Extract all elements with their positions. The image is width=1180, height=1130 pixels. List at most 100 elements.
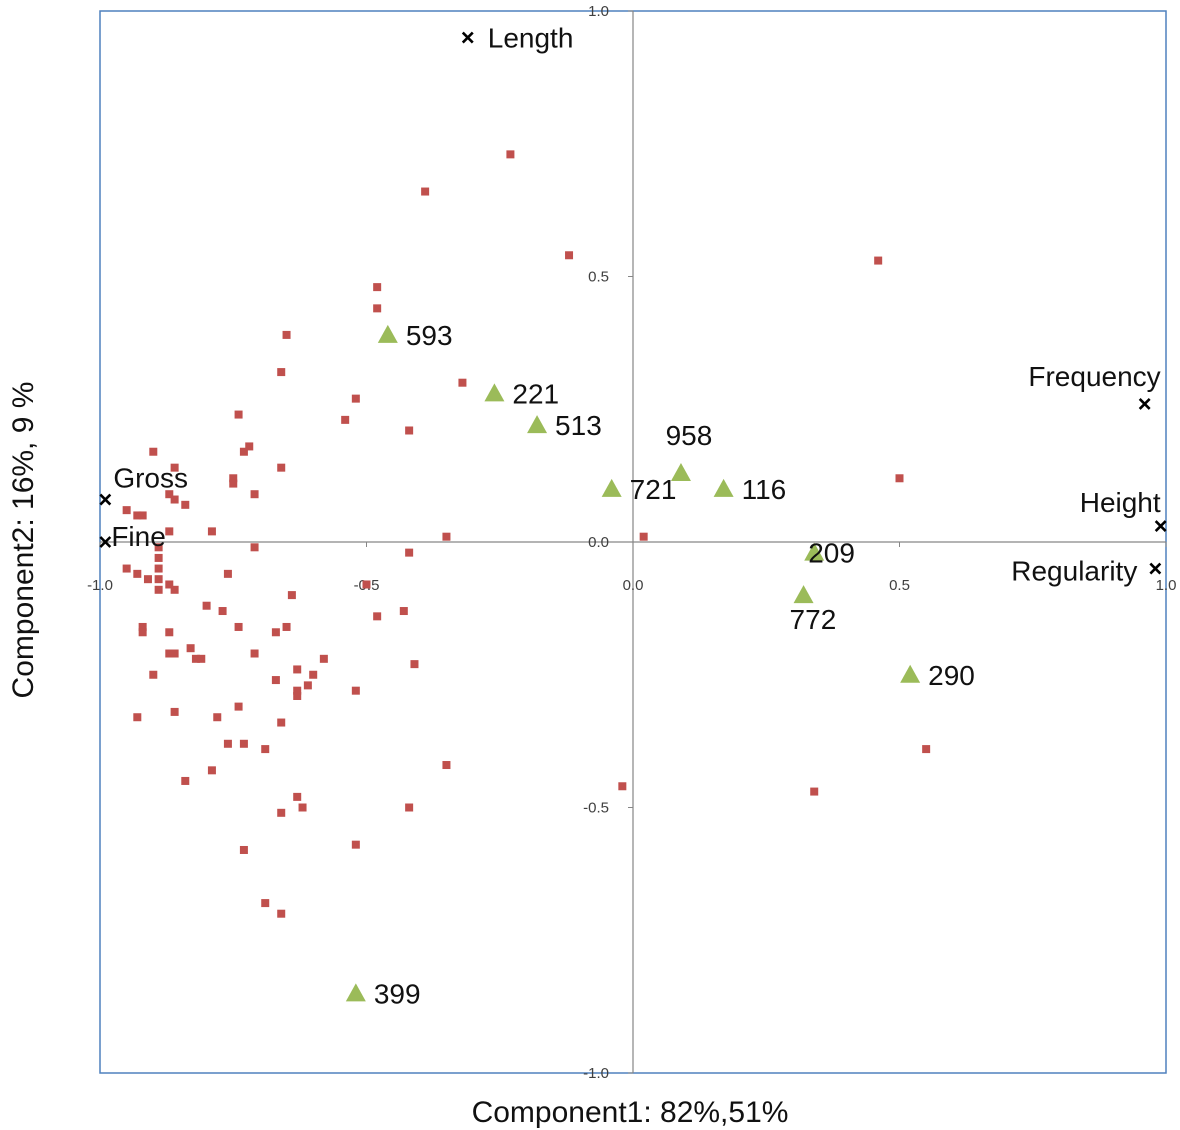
observation-marker xyxy=(277,718,286,727)
observation-marker xyxy=(218,607,227,616)
observation-marker xyxy=(293,665,302,674)
observation-marker xyxy=(565,251,574,260)
highlight-point-label: 221 xyxy=(512,378,559,409)
observation-marker xyxy=(373,304,382,313)
observation-marker xyxy=(197,654,206,663)
observation-marker xyxy=(165,527,174,536)
x-tick-label: 0.5 xyxy=(889,577,910,594)
observation-marker xyxy=(154,585,163,594)
observation-marker xyxy=(149,447,158,456)
observation-marker xyxy=(202,601,211,610)
observation-marker xyxy=(181,776,190,785)
variable-label: Height xyxy=(1080,487,1161,518)
y-tick-label: 1.0 xyxy=(588,3,609,20)
x-tick-label: 0.0 xyxy=(623,577,644,594)
observation-marker xyxy=(618,782,627,791)
observation-marker xyxy=(154,575,163,584)
variable-marker xyxy=(99,536,112,548)
observation-marker xyxy=(639,532,648,541)
highlight-point-label: 958 xyxy=(666,420,713,451)
highlight-marker xyxy=(377,324,398,343)
observation-marker xyxy=(170,585,179,594)
observation-marker xyxy=(303,681,312,690)
observation-marker xyxy=(154,543,163,552)
observation-marker xyxy=(309,670,318,679)
observation-marker xyxy=(351,840,360,849)
highlight-marker xyxy=(670,462,691,481)
variable-points: Length Frequency Gross Fine Height Regularity xyxy=(99,23,1167,587)
y-axis-ticks: -1.0 -0.5 0.0 0.5 1.0 xyxy=(583,3,633,1082)
observation-marker xyxy=(122,564,131,573)
highlight-point-label: 209 xyxy=(808,538,855,569)
variable-marker xyxy=(1138,398,1151,410)
observation-marker xyxy=(277,909,286,918)
observation-marker xyxy=(351,394,360,403)
observation-marker xyxy=(271,628,280,637)
observation-marker xyxy=(170,495,179,504)
observation-marker xyxy=(271,676,280,685)
variable-label: Gross xyxy=(113,463,188,494)
observation-marker xyxy=(282,330,291,339)
highlight-marker xyxy=(713,478,734,497)
observation-marker xyxy=(154,553,163,562)
variable-marker xyxy=(461,31,474,44)
observation-marker xyxy=(122,506,131,515)
observation-marker xyxy=(239,447,248,456)
observation-marker xyxy=(149,670,158,679)
observation-marker xyxy=(223,739,232,748)
y-tick-label: -0.5 xyxy=(583,800,609,817)
observation-marker xyxy=(442,532,451,541)
observation-marker xyxy=(170,707,179,716)
observation-marker xyxy=(138,622,147,631)
observation-marker xyxy=(250,543,259,552)
observation-marker xyxy=(277,463,286,472)
observation-marker xyxy=(458,378,467,387)
observation-marker xyxy=(154,564,163,573)
observation-marker xyxy=(170,463,179,472)
observation-marker xyxy=(506,150,515,159)
observation-marker xyxy=(341,415,350,424)
observation-marker xyxy=(874,256,883,265)
observation-marker xyxy=(442,761,451,770)
observation-marker xyxy=(261,899,270,908)
observation-marker xyxy=(410,660,419,669)
y-tick-label: 0.0 xyxy=(588,534,609,551)
highlight-marker xyxy=(601,478,622,497)
highlight-marker xyxy=(484,383,505,402)
observation-marker xyxy=(239,845,248,854)
observation-marker xyxy=(922,745,931,754)
observation-marker xyxy=(250,649,259,658)
observation-marker xyxy=(373,283,382,292)
x-axis-ticks: -1.0-0.50.00.51.0 xyxy=(87,542,1176,594)
observation-marker xyxy=(181,500,190,509)
observation-marker xyxy=(405,426,414,435)
observation-marker xyxy=(298,803,307,812)
highlight-marker xyxy=(527,415,548,434)
highlight-point-label: 593 xyxy=(406,320,453,351)
observation-marker xyxy=(133,511,142,520)
observation-marker xyxy=(191,654,200,663)
observation-marker xyxy=(810,787,819,796)
x-tick-label: -1.0 xyxy=(87,577,113,594)
observation-marker xyxy=(207,527,216,536)
observation-marker xyxy=(143,575,152,584)
observation-marker xyxy=(133,713,142,722)
variable-marker xyxy=(99,493,112,506)
y-axis-title: Component2: 16%, 9 % xyxy=(7,382,40,699)
observation-marker xyxy=(165,490,174,499)
highlight-marker xyxy=(345,983,366,1002)
observation-marker xyxy=(138,511,147,520)
observation-marker xyxy=(165,649,174,658)
variable-label: Regularity xyxy=(1011,556,1137,587)
observation-marker xyxy=(234,410,243,419)
observation-marker xyxy=(373,612,382,621)
highlight-marker xyxy=(900,664,921,683)
observation-marker xyxy=(223,569,232,578)
variable-marker xyxy=(1154,520,1167,532)
observation-marker xyxy=(207,766,216,775)
observation-marker xyxy=(319,654,328,663)
observation-marker xyxy=(250,490,259,499)
